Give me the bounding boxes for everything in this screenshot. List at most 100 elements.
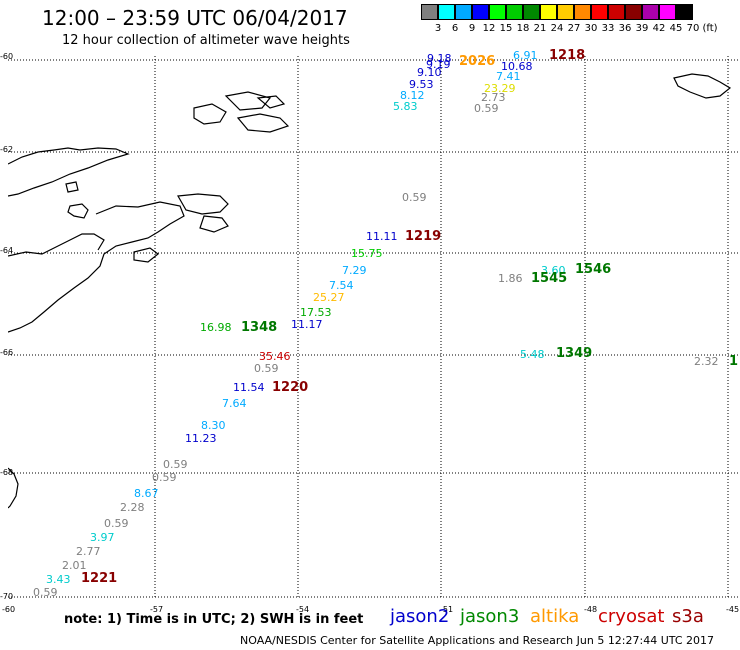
coastline-outlines [8,73,732,509]
scale-swatch [438,4,455,20]
observation-time: 1 [729,354,739,369]
observation-time: 2026 [459,54,496,69]
scale-swatch [557,4,574,20]
wave-height-value: 2.01 [62,559,87,572]
scale-label: (ft) [702,23,718,34]
wave-height-value: 16.98 [200,321,232,334]
wave-height-value: 7.29 [342,264,367,277]
scale-swatch [676,4,693,20]
scale-label: 33 [601,23,615,34]
wave-height-value: 3.43 [46,573,71,586]
satellite-name: cryosat [598,606,665,627]
wave-height-value: 15.75 [351,247,383,260]
scale-label: 21 [533,23,547,34]
satellite-name: altika [530,606,580,627]
wave-height-value: 9.19 [426,58,451,71]
longitude-label: -51 [440,605,454,614]
satellite-name: jason3 [460,606,520,627]
map-area [8,56,738,599]
wave-height-value: 0.59 [474,102,499,115]
wave-height-value: 0.59 [163,458,188,471]
wave-height-value: 25.27 [313,291,345,304]
longitude-label: -48 [584,605,598,614]
wave-height-value: 5.83 [393,100,418,113]
longitude-label: -60 [2,605,16,614]
observation-time: 1546 [575,262,612,277]
longitude-label: -45 [726,605,740,614]
scale-label: 39 [635,23,649,34]
wave-height-value: 7.54 [329,279,354,292]
scale-swatch [421,4,438,20]
wave-height-value: 8.67 [134,487,159,500]
latitude-label: -68 [0,468,14,477]
latitude-label: -66 [0,348,14,357]
footer-credit: NOAA/NESDIS Center for Satellite Applica… [240,634,715,647]
wave-height-value: 1.86 [498,272,523,285]
wave-height-value: 3.97 [90,531,115,544]
observation-time: 1219 [405,229,442,244]
observation-time: 1221 [81,571,118,586]
wave-height-value: 7.64 [222,397,247,410]
wave-height-value: 17.53 [300,306,332,319]
wave-height-value: 0.59 [254,362,279,375]
wave-height-value: 9.53 [409,78,434,91]
observation-time: 1220 [272,380,309,395]
wave-height-value: 11.11 [366,230,398,243]
scale-label: 24 [550,23,564,34]
scale-label: 9 [468,23,476,34]
observation-time: 1545 [531,271,568,286]
wave-height-value: 11.54 [233,381,265,394]
latitude-label: -64 [0,246,14,255]
wave-height-value: 2.73 [481,91,506,104]
scale-swatch [489,4,506,20]
longitude-label: -54 [296,605,310,614]
observation-time: 1218 [549,48,586,63]
scale-label: 15 [499,23,513,34]
scale-label: 6 [451,23,459,34]
map-subtitle: 12 hour collection of altimeter wave hei… [62,33,350,48]
scale-swatch [540,4,557,20]
scale-swatch [506,4,523,20]
wave-height-value: 2.28 [120,501,145,514]
scale-label: 42 [652,23,666,34]
latitude-label: -60 [0,52,14,61]
scale-label: 18 [516,23,530,34]
latitude-label: -62 [0,145,14,154]
map-grid [8,56,738,599]
scale-label: 12 [482,23,496,34]
wave-height-value: 0.59 [152,471,177,484]
observation-time: 1348 [241,320,278,335]
scale-label: 70 [686,23,700,34]
scale-swatch [608,4,625,20]
map-title: 12:00 – 23:59 UTC 06/04/2017 [42,6,348,30]
scale-swatch [472,4,489,20]
satellite-name: jason2 [390,606,450,627]
wave-height-value: 23.29 [484,82,516,95]
scale-swatch [625,4,642,20]
wave-height-value: 10.68 [501,60,533,73]
scale-swatch [591,4,608,20]
wave-height-value: 0.59 [104,517,129,530]
wave-height-value: 11.17 [291,318,323,331]
wave-height-value: 7.41 [496,70,521,83]
latitude-label: -70 [0,592,14,601]
scale-label: 27 [567,23,581,34]
wave-height-value: 35.46 [259,350,291,363]
wave-height-value: 0.59 [402,191,427,204]
scale-label: 30 [584,23,598,34]
units-note: note: 1) Time is in UTC; 2) SWH is in fe… [64,612,364,627]
scale-swatch [574,4,591,20]
wave-height-value: 8.12 [400,89,425,102]
graticule [8,56,738,599]
wave-height-value: 11.23 [185,432,217,445]
wave-height-value: 5.48 [520,348,545,361]
observation-time: 1349 [556,346,593,361]
scale-swatch [659,4,676,20]
scale-label: 45 [669,23,683,34]
wave-height-value: 6.91 [513,49,538,62]
longitude-label: -57 [150,605,164,614]
scale-swatch [523,4,540,20]
scale-swatch [642,4,659,20]
wave-height-value: 2.32 [694,355,719,368]
